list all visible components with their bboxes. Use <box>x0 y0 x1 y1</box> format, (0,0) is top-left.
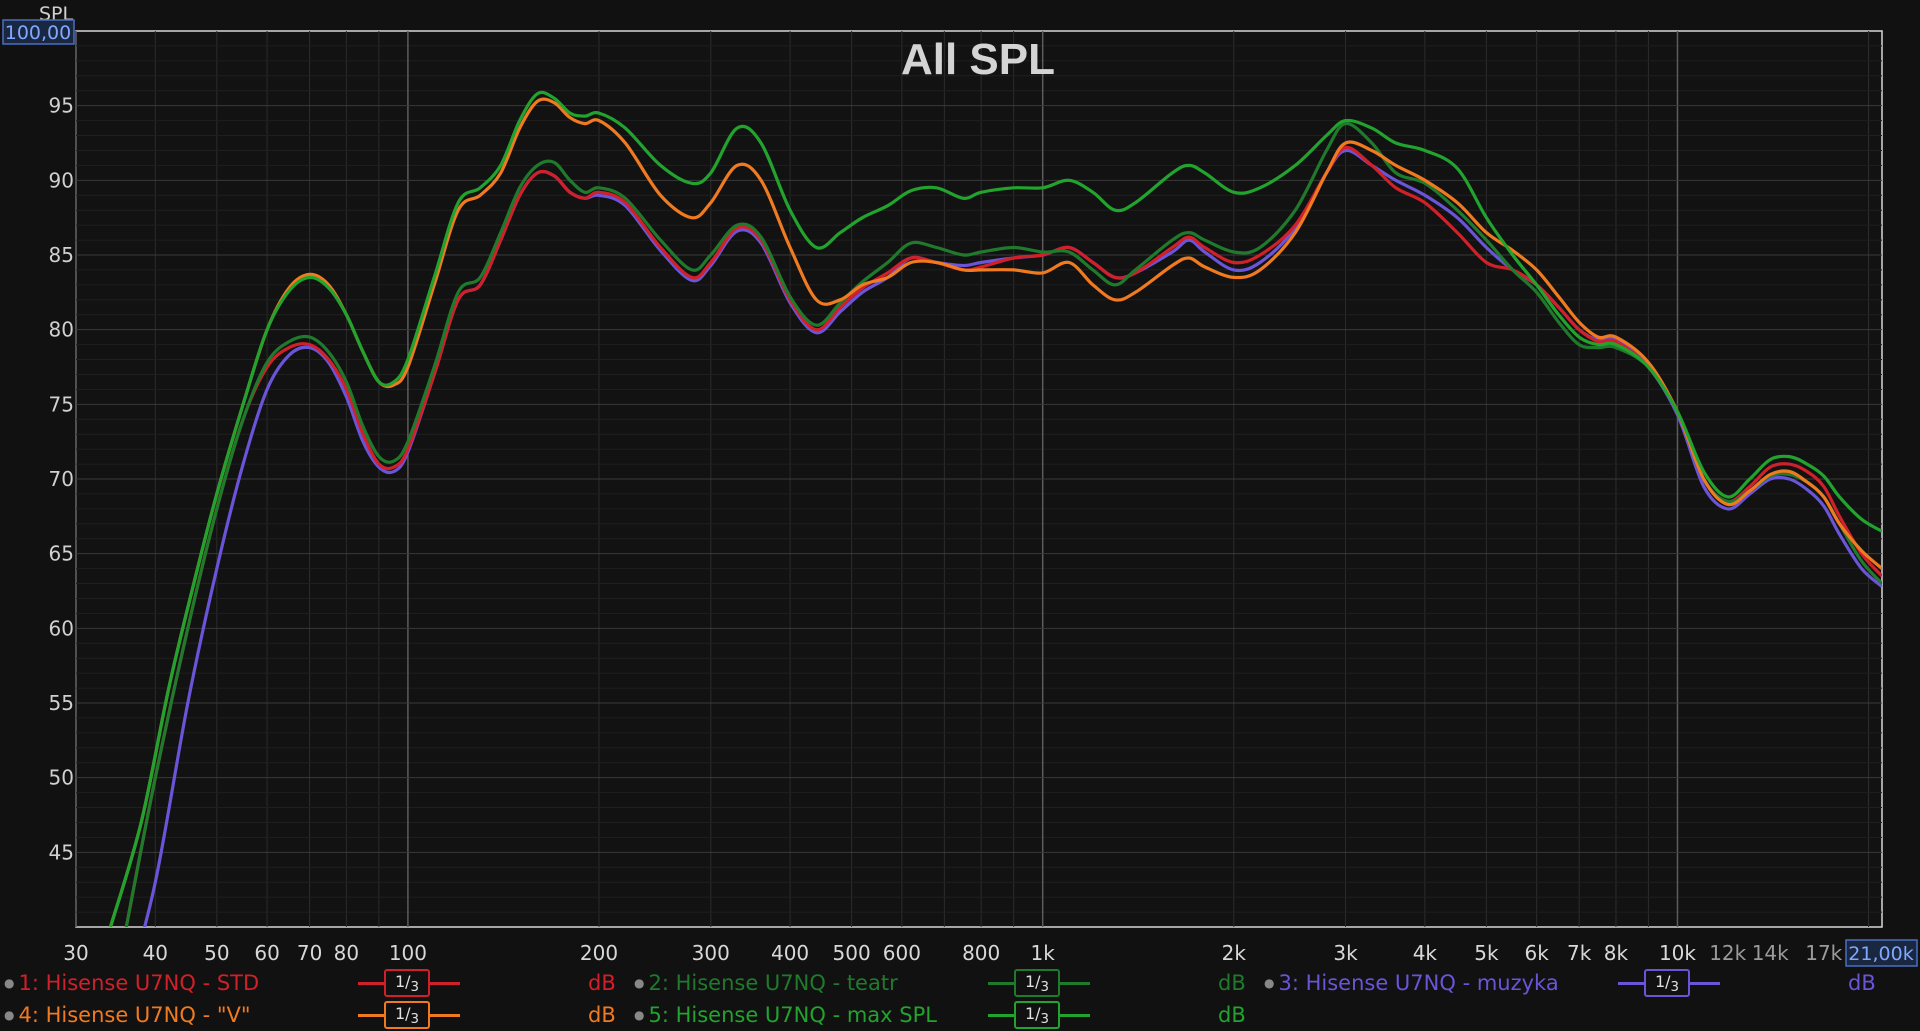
y-tick-labels: 45 50 55 60 65 70 75 80 85 90 95 <box>49 94 74 865</box>
smoothing-control-v[interactable]: 1/3 <box>358 1001 460 1029</box>
legend-unit: dB <box>588 1003 616 1027</box>
y-top-value-box[interactable] <box>2 19 75 45</box>
legend-bullet-icon: ● <box>634 1008 645 1022</box>
y-tick-label: 50 <box>49 766 74 790</box>
x-tick-label: 60 <box>254 941 279 965</box>
x-tick-label: 5k <box>1474 941 1499 965</box>
x-tick-label: 4k <box>1413 941 1438 965</box>
y-tick-label: 45 <box>49 840 74 864</box>
legend-bullet-icon: ● <box>4 976 15 990</box>
x-tick-label: 80 <box>334 941 359 965</box>
legend-label: 4: Hisense U7NQ - "V" <box>18 1003 251 1027</box>
y-tick-label: 75 <box>49 392 74 416</box>
series-line-2 <box>124 121 1882 927</box>
x-end-value-box[interactable] <box>1845 939 1918 967</box>
x-end-value: 21,00k <box>1848 943 1913 965</box>
x-tick-label: 7k <box>1567 941 1592 965</box>
legend-item-teatr[interactable]: ● 2: Hisense U7NQ - teatr <box>634 967 898 999</box>
smoothing-numerator: 1 <box>1654 972 1666 991</box>
y-tick-label: 70 <box>49 467 74 491</box>
smoothing-denominator: 3 <box>410 980 420 996</box>
legend-bullet-icon: ● <box>1264 976 1275 990</box>
x-tick-label: 12k <box>1709 941 1746 965</box>
y-tick-label: 85 <box>49 243 74 267</box>
legend-item-muzyka[interactable]: ● 3: Hisense U7NQ - muzyka <box>1264 967 1559 999</box>
legend-label: 3: Hisense U7NQ - muzyka <box>1278 971 1559 995</box>
x-tick-label: 3k <box>1333 941 1358 965</box>
legend-row-1: ● 1: Hisense U7NQ - STD 1/3 dB ● 2: Hise… <box>0 967 1920 999</box>
legend-item-std[interactable]: ● 1: Hisense U7NQ - STD <box>4 967 259 999</box>
y-tick-label: 60 <box>49 616 74 640</box>
x-tick-label: 40 <box>143 941 168 965</box>
x-tick-label: 14k <box>1752 941 1789 965</box>
y-tick-label: 90 <box>49 168 74 192</box>
legend-item-v[interactable]: ● 4: Hisense U7NQ - "V" <box>4 999 251 1031</box>
x-tick-label: 500 <box>833 941 871 965</box>
y-top-value: 100,00 <box>5 22 71 44</box>
x-tick-label: 1k <box>1031 941 1056 965</box>
y-tick-label: 80 <box>49 318 74 342</box>
smoothing-numerator: 1 <box>394 1004 406 1023</box>
y-tick-label: 55 <box>49 691 74 715</box>
x-tick-label: 800 <box>962 941 1000 965</box>
legend-bullet-icon: ● <box>4 1008 15 1022</box>
smoothing-control-teatr[interactable]: 1/3 <box>988 969 1090 997</box>
smoothing-denominator: 3 <box>1040 980 1050 996</box>
y-tick-label: 95 <box>49 94 74 118</box>
legend-unit: dB <box>588 971 616 995</box>
x-tick-label: 300 <box>692 941 730 965</box>
x-tick-label: 400 <box>771 941 809 965</box>
x-tick-label: 70 <box>297 941 322 965</box>
smoothing-control-max-spl[interactable]: 1/3 <box>988 1001 1090 1029</box>
legend-item-max-spl[interactable]: ● 5: Hisense U7NQ - max SPL <box>634 999 937 1031</box>
legend-unit: dB <box>1218 1003 1246 1027</box>
legend-label: 2: Hisense U7NQ - teatr <box>648 971 898 995</box>
smoothing-denominator: 3 <box>1040 1012 1050 1028</box>
smoothing-control-muzyka[interactable]: 1/3 <box>1618 969 1720 997</box>
y-tick-label: 65 <box>49 542 74 566</box>
x-tick-label: 6k <box>1524 941 1549 965</box>
series-line-5 <box>108 90 1882 927</box>
legend-unit: dB <box>1218 971 1246 995</box>
x-tick-label: 10k <box>1659 941 1696 965</box>
legend-label: 5: Hisense U7NQ - max SPL <box>648 1003 937 1027</box>
x-tick-labels: 30 40 50 60 70 80 100 200 300 400 500 600 800 1k 2k 3k 4… <box>63 941 1842 965</box>
smoothing-denominator: 3 <box>1670 980 1680 996</box>
smoothing-numerator: 1 <box>394 972 406 991</box>
smoothing-numerator: 1 <box>1024 1004 1036 1023</box>
smoothing-control-std[interactable]: 1/3 <box>358 969 460 997</box>
legend-bullet-icon: ● <box>634 976 645 990</box>
series-group <box>108 90 1882 927</box>
legend-unit: dB <box>1848 971 1876 995</box>
smoothing-numerator: 1 <box>1024 972 1036 991</box>
x-tick-label: 8k <box>1604 941 1629 965</box>
smoothing-denominator: 3 <box>410 1012 420 1028</box>
x-tick-label: 200 <box>580 941 618 965</box>
x-tick-label: 100 <box>389 941 427 965</box>
x-tick-label: 2k <box>1222 941 1247 965</box>
x-tick-label: 30 <box>63 941 88 965</box>
x-tick-label: 17k <box>1805 941 1842 965</box>
legend-label: 1: Hisense U7NQ - STD <box>18 971 260 995</box>
x-tick-label: 600 <box>883 941 921 965</box>
x-tick-label: 50 <box>204 941 229 965</box>
chart-title: All SPL <box>901 35 1055 84</box>
legend-row-2: ● 4: Hisense U7NQ - "V" 1/3 dB ● 5: Hise… <box>0 999 1920 1031</box>
